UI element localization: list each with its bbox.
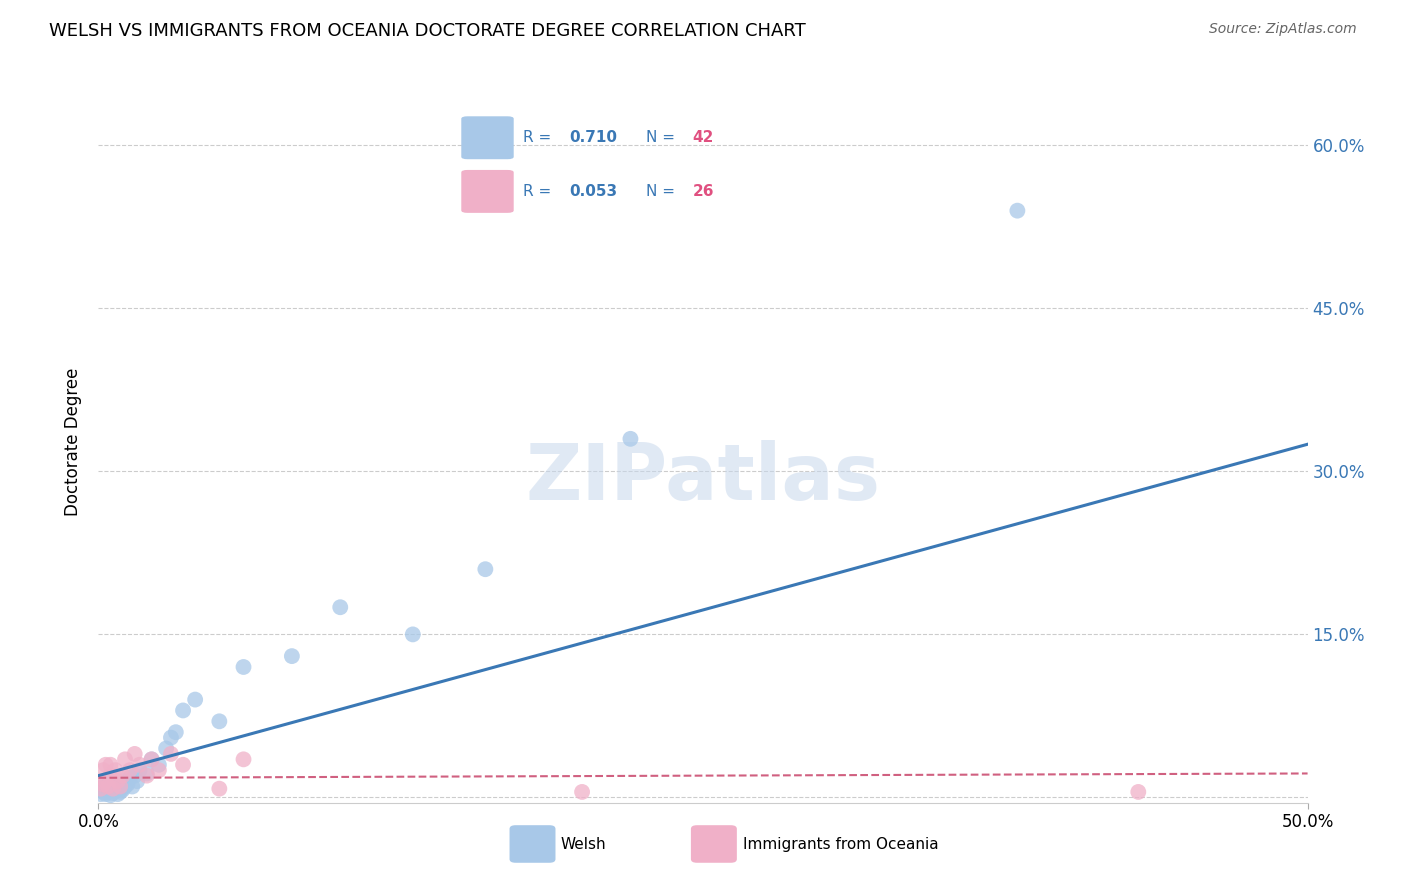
Point: [108, 785, 131, 799]
Point: [155, 741, 177, 756]
Point: [114, 780, 136, 794]
Point: [141, 752, 163, 766]
Point: [474, 562, 496, 576]
Text: Immigrants from Oceania: Immigrants from Oceania: [742, 838, 939, 852]
Point: [91, 785, 114, 799]
Point: [101, 786, 124, 800]
Point: [172, 703, 194, 717]
Text: Source: ZipAtlas.com: Source: ZipAtlas.com: [1209, 22, 1357, 37]
Point: [281, 649, 304, 664]
Point: [94, 757, 117, 772]
Point: [232, 660, 254, 674]
Point: [100, 757, 122, 772]
FancyBboxPatch shape: [509, 825, 555, 863]
Point: [571, 785, 593, 799]
Point: [160, 731, 183, 745]
Point: [94, 781, 117, 796]
Point: [91, 763, 114, 777]
Point: [100, 782, 122, 797]
Point: [118, 763, 141, 777]
Point: [107, 781, 129, 796]
Point: [329, 600, 352, 615]
Point: [184, 692, 207, 706]
Point: [111, 769, 134, 783]
Point: [232, 752, 254, 766]
Text: Welsh: Welsh: [561, 838, 606, 852]
Point: [208, 714, 231, 729]
Y-axis label: Doctorate Degree: Doctorate Degree: [65, 368, 83, 516]
Point: [124, 769, 146, 783]
Point: [1007, 203, 1029, 218]
Point: [172, 757, 194, 772]
Point: [101, 780, 124, 794]
Point: [117, 777, 139, 791]
Point: [91, 777, 114, 791]
Point: [104, 784, 127, 798]
Point: [108, 780, 131, 794]
FancyBboxPatch shape: [690, 825, 737, 863]
Point: [208, 781, 231, 796]
Text: ZIPatlas: ZIPatlas: [526, 440, 880, 516]
Point: [94, 774, 117, 789]
Point: [104, 777, 127, 791]
Point: [100, 788, 122, 802]
Point: [128, 763, 150, 777]
Point: [100, 769, 122, 783]
Point: [124, 747, 146, 761]
Point: [160, 747, 183, 761]
Point: [94, 787, 117, 801]
Point: [97, 785, 120, 799]
Point: [619, 432, 641, 446]
Point: [1128, 785, 1150, 799]
Point: [402, 627, 425, 641]
Point: [141, 752, 163, 766]
Point: [97, 780, 120, 794]
Point: [148, 757, 170, 772]
Point: [107, 787, 129, 801]
Point: [100, 774, 122, 789]
Point: [165, 725, 187, 739]
Point: [121, 780, 143, 794]
Point: [127, 774, 149, 789]
Point: [128, 757, 150, 772]
Point: [107, 774, 129, 789]
Point: [101, 781, 124, 796]
Point: [111, 782, 134, 797]
Point: [135, 766, 157, 780]
Point: [118, 771, 141, 785]
Point: [104, 763, 127, 777]
Text: WELSH VS IMMIGRANTS FROM OCEANIA DOCTORATE DEGREE CORRELATION CHART: WELSH VS IMMIGRANTS FROM OCEANIA DOCTORA…: [49, 22, 806, 40]
Point: [97, 777, 120, 791]
Point: [114, 752, 136, 766]
Point: [90, 781, 112, 796]
Point: [148, 763, 170, 777]
Point: [111, 774, 134, 789]
Point: [91, 780, 114, 794]
Point: [135, 769, 157, 783]
Point: [90, 787, 112, 801]
